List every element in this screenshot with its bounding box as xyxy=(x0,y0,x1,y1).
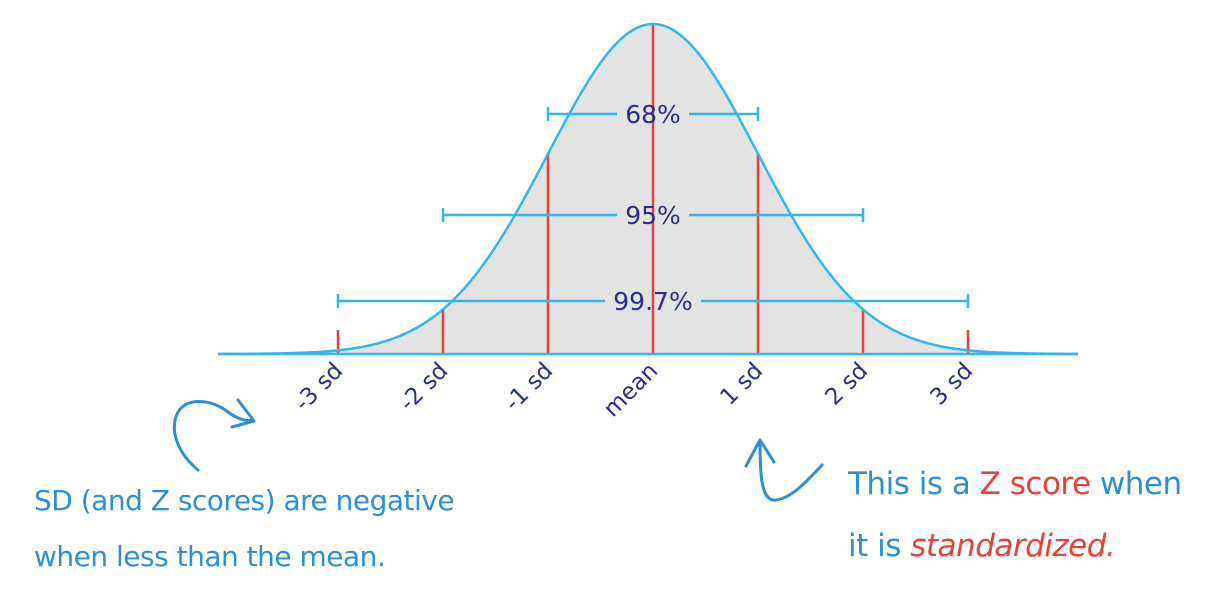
axis-label-minus-3: -3 sd xyxy=(290,358,349,417)
axis-label-mean: mean xyxy=(599,358,664,423)
interval-label-1: 68% xyxy=(625,100,681,129)
right-note-zscore: Z score xyxy=(979,466,1091,502)
left-note-line2: when less than the mean. xyxy=(34,540,386,573)
axis-label-minus-1: -1 sd xyxy=(500,358,559,417)
left-note-line1: SD (and Z scores) are negative xyxy=(34,484,455,517)
interval-bars: 68% 95% 99.7% xyxy=(336,100,970,316)
right-arrowhead-icon xyxy=(744,438,776,468)
right-arrow-icon xyxy=(758,443,824,502)
normal-curve xyxy=(217,22,1079,356)
interval-bar-3: 99.7% xyxy=(336,287,970,316)
axis-label-plus-1: 1 sd xyxy=(716,358,769,411)
interval-bar-1: 68% xyxy=(546,100,760,129)
interval-bar-2: 95% xyxy=(441,201,865,230)
left-arrowhead-icon xyxy=(230,398,256,429)
sd-marker-lines xyxy=(336,24,970,354)
axis-label-plus-3: 3 sd xyxy=(926,358,979,411)
curve-area-fill xyxy=(218,24,1078,354)
interval-label-2: 95% xyxy=(625,201,681,230)
right-note-line2: it is standardized. xyxy=(848,528,1116,564)
right-note-line2-prefix: it is xyxy=(848,528,911,564)
right-note-suffix: when xyxy=(1090,466,1182,502)
left-arrow-icon xyxy=(172,400,254,472)
axis-labels: -3 sd -2 sd -1 sd mean 1 sd 2 sd 3 sd xyxy=(290,358,979,423)
right-note-standardized: standardized. xyxy=(910,528,1116,564)
axis-label-minus-2: -2 sd xyxy=(395,358,454,417)
axis-label-plus-2: 2 sd xyxy=(821,358,874,411)
right-note-prefix: This is a xyxy=(848,466,980,502)
right-note-line1: This is a Z score when xyxy=(848,466,1182,502)
interval-label-3: 99.7% xyxy=(613,287,692,316)
